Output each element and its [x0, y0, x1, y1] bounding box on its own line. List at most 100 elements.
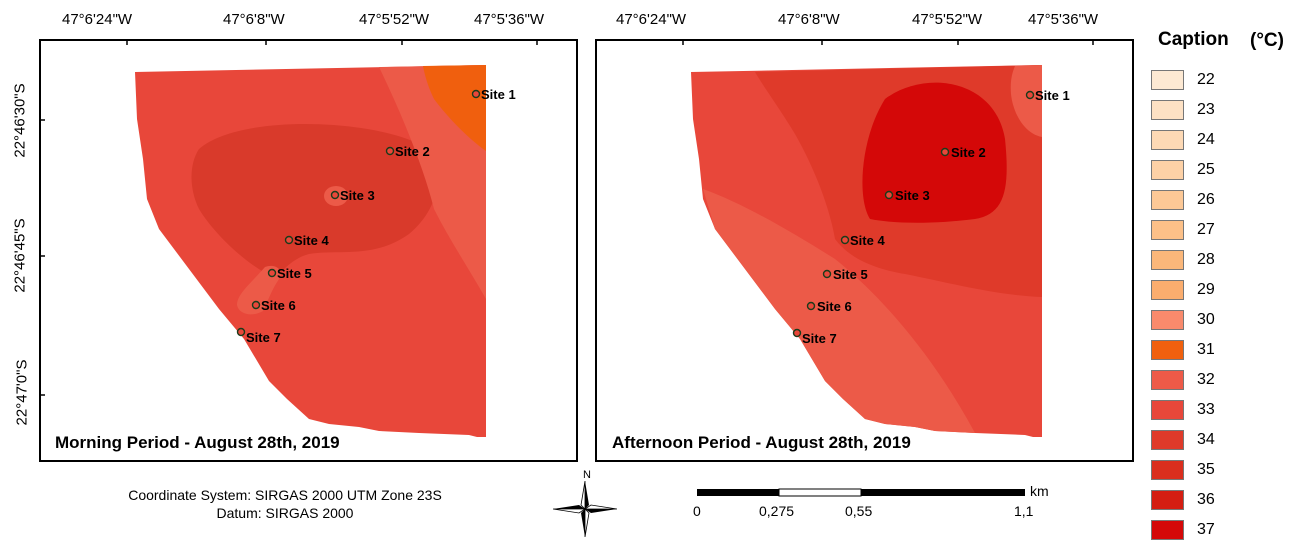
legend-swatch [1151, 130, 1184, 150]
legend-swatch [1151, 460, 1184, 480]
morning-zone-31 [423, 65, 486, 151]
morning-zone-34 [191, 124, 438, 277]
scale-tick-055: 0,55 [845, 503, 873, 519]
site-2-label: Site 2 [395, 144, 430, 159]
site-4-label: Site 4 [294, 233, 329, 248]
legend-item: 32 [1151, 370, 1301, 392]
site-5-label: Site 5 [277, 266, 312, 281]
site-6-point [806, 301, 816, 311]
top-axis-label-right-1: 47°6'24"W [616, 11, 687, 28]
site-6-label: Site 6 [817, 299, 852, 314]
morning-sites: Site 1 Site 2 Site 3 Site 4 Site 5 Site … [236, 87, 516, 345]
site-2-point [940, 147, 950, 157]
legend-item: 29 [1151, 280, 1301, 302]
legend-label: 22 [1197, 71, 1215, 88]
top-axis-label-left-2: 47°6'8"W [223, 11, 285, 28]
site-1-point [1025, 90, 1035, 100]
afternoon-sites: Site 1 Site 2 Site 3 Site 4 Site 5 Site … [792, 88, 1070, 346]
map-ticks [682, 39, 1094, 45]
legend-item: 27 [1151, 220, 1301, 242]
afternoon-panel-title: Afternoon Period - August 28th, 2019 [612, 433, 911, 452]
map-ticks [39, 39, 538, 396]
legend-item: 35 [1151, 460, 1301, 482]
legend-label: 27 [1197, 221, 1215, 238]
legend-item: 33 [1151, 400, 1301, 422]
legend-item: 28 [1151, 250, 1301, 272]
legend-swatch [1151, 280, 1184, 300]
legend-swatch [1151, 520, 1184, 540]
legend-item: 23 [1151, 100, 1301, 122]
scale-tick-11: 1,1 [1014, 503, 1034, 519]
coordinate-system-text: Coordinate System: SIRGAS 2000 UTM Zone … [128, 487, 442, 503]
legend-swatch [1151, 400, 1184, 420]
afternoon-map: Site 1 Site 2 Site 3 Site 4 Site 5 Site … [682, 39, 1094, 437]
legend-label: 23 [1197, 101, 1215, 118]
legend-item: 26 [1151, 190, 1301, 212]
site-2-point [385, 146, 395, 156]
legend-swatch [1151, 430, 1184, 450]
top-axis-label-left-4: 47°5'36"W [474, 11, 545, 28]
legend-label: 35 [1197, 461, 1215, 478]
morning-panel-title: Morning Period - August 28th, 2019 [55, 433, 340, 452]
site-6-point [251, 300, 261, 310]
legend-item: 37 [1151, 520, 1301, 542]
legend-title: Caption [1158, 29, 1229, 50]
site-1-point [471, 89, 481, 99]
scale-tick-0: 0 [693, 503, 701, 519]
site-1-label: Site 1 [481, 87, 516, 102]
legend-label: 36 [1197, 491, 1215, 508]
legend-swatch [1151, 100, 1184, 120]
afternoon-map-panel [595, 39, 1134, 462]
site-7-point [792, 328, 802, 338]
legend-item: 24 [1151, 130, 1301, 152]
legend-item: 22 [1151, 70, 1301, 92]
site-6-label: Site 6 [261, 298, 296, 313]
site-5-point [822, 269, 832, 279]
legend-swatch [1151, 340, 1184, 360]
legend-item: 30 [1151, 310, 1301, 332]
site-1-label: Site 1 [1035, 88, 1070, 103]
legend-swatch [1151, 490, 1184, 510]
afternoon-zone-32 [703, 189, 975, 433]
legend-swatch [1151, 160, 1184, 180]
datum-text: Datum: SIRGAS 2000 [216, 505, 354, 521]
legend-swatch [1151, 250, 1184, 270]
left-axis-label-2: 22°46'45"S [11, 218, 29, 293]
morning-zone-32-sites56 [237, 265, 281, 315]
top-axis-label-right-3: 47°5'52"W [912, 11, 983, 28]
legend-swatch [1151, 220, 1184, 240]
legend-label: 37 [1197, 521, 1215, 538]
site-3-point [884, 190, 894, 200]
morning-map-panel [39, 39, 578, 462]
legend-label: 30 [1197, 311, 1215, 328]
site-5-point [267, 268, 277, 278]
scale-tick-0275: 0,275 [759, 503, 795, 519]
legend-label: 26 [1197, 191, 1215, 208]
afternoon-zone-32-ne [1010, 65, 1042, 137]
legend-label: 24 [1197, 131, 1215, 148]
site-7-label: Site 7 [246, 330, 281, 345]
legend-swatch [1151, 70, 1184, 90]
scale-unit: km [1030, 483, 1049, 499]
site-5-label: Site 5 [833, 267, 868, 282]
site-4-point [840, 235, 850, 245]
legend-item: 25 [1151, 160, 1301, 182]
north-arrow-icon [553, 481, 617, 537]
site-3-label: Site 3 [340, 188, 375, 203]
scale-bar [697, 488, 1025, 497]
site-3-label: Site 3 [895, 188, 930, 203]
legend-label: 31 [1197, 341, 1215, 358]
top-axis-label-left-3: 47°5'52"W [359, 11, 430, 28]
legend-item: 34 [1151, 430, 1301, 452]
legend-label: 33 [1197, 401, 1215, 418]
legend-item: 36 [1151, 490, 1301, 512]
left-axis-label-1: 22°46'30"S [11, 83, 29, 158]
legend-item: 31 [1151, 340, 1301, 362]
left-axis-label-3: 22°47'0"S [13, 359, 31, 426]
morning-map: Site 1 Site 2 Site 3 Site 4 Site 5 Site … [39, 39, 538, 437]
legend-label: 34 [1197, 431, 1215, 448]
afternoon-zone-37 [862, 82, 1007, 223]
legend-label: 28 [1197, 251, 1215, 268]
top-axis-label-left-1: 47°6'24"W [62, 11, 133, 28]
legend-swatch [1151, 190, 1184, 210]
